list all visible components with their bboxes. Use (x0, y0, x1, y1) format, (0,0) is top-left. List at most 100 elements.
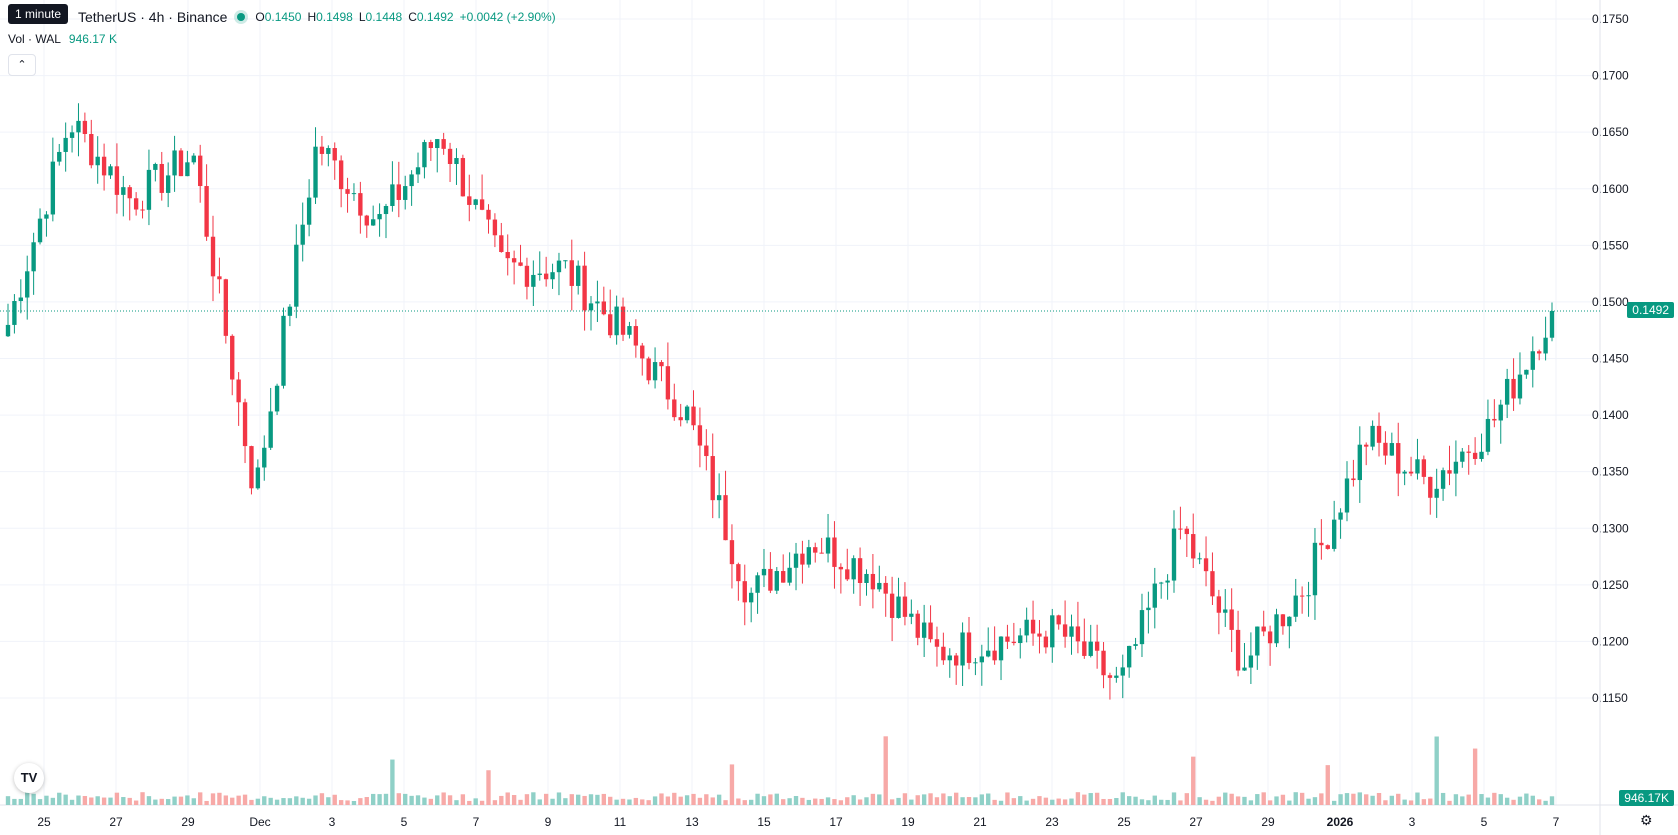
volume-bar (454, 800, 459, 805)
candle-body (857, 558, 863, 583)
candle-body (665, 366, 671, 400)
volume-bar (992, 799, 997, 805)
volume-bar (665, 796, 671, 805)
candle-body (1383, 442, 1388, 456)
candle-body (1075, 626, 1081, 642)
volume-bar (1479, 794, 1484, 805)
candle-body (716, 495, 722, 501)
candle-body (230, 335, 235, 380)
x-tick-label: 3 (329, 815, 336, 829)
candle-body (806, 547, 812, 565)
candle-body (37, 218, 43, 243)
candle-body (1171, 528, 1177, 581)
volume-bar (358, 798, 363, 805)
candle-body (742, 581, 747, 603)
volume-bar (1312, 797, 1318, 805)
candle-body (1447, 470, 1452, 474)
volume-bar (409, 795, 414, 805)
candle-body (800, 553, 805, 565)
candle-body (1024, 619, 1029, 636)
candle-body (377, 214, 382, 220)
volume-bar (1203, 799, 1209, 805)
volume-bar (1101, 798, 1106, 805)
candle-body (947, 655, 952, 661)
candle-body (428, 142, 434, 149)
volume-bar (133, 800, 139, 805)
volume-bar (761, 796, 767, 805)
candle-body (306, 197, 312, 225)
candle-body (877, 582, 882, 590)
volume-bar (198, 792, 203, 805)
candle-body (870, 573, 876, 590)
volume-bar (1428, 798, 1433, 805)
volume-bar (82, 795, 88, 805)
candle-body (294, 244, 299, 307)
x-tick-label: 5 (1481, 815, 1488, 829)
volume-bar (851, 795, 856, 805)
volume-bar (896, 797, 901, 805)
x-tick-label: 25 (37, 815, 51, 829)
volume-bar (140, 792, 145, 805)
volume-bar (806, 799, 812, 805)
candle-body (255, 467, 261, 489)
candle-body (1203, 558, 1209, 572)
volume-bar (1492, 792, 1497, 805)
volume-bar (1498, 794, 1503, 805)
candle-body (1280, 614, 1286, 627)
volume-bar (1120, 792, 1125, 805)
candle-body (543, 273, 549, 280)
volume-bar (633, 797, 639, 805)
candle-body (1062, 624, 1068, 637)
volume-bar (902, 793, 908, 805)
candle-body (1159, 582, 1164, 584)
volume-bar (1351, 793, 1356, 805)
candle-body (915, 613, 920, 638)
volume-value-tag: 946.17K (1619, 790, 1674, 806)
volume-bar (57, 792, 62, 805)
volume-bar (1133, 796, 1138, 805)
candle-body (1107, 675, 1113, 678)
volume-bar (1287, 800, 1292, 805)
candle-body (1248, 655, 1254, 668)
tradingview-logo[interactable]: TV (14, 763, 44, 793)
candle-body (723, 495, 728, 541)
x-tick-label: 13 (685, 815, 699, 829)
candle-body (1139, 610, 1145, 645)
candle-body (210, 236, 216, 277)
settings-gear-icon[interactable]: ⚙ (1640, 812, 1653, 828)
volume-legend: Vol · WAL 946.17 K (8, 32, 117, 46)
candle-body (486, 209, 491, 220)
candle-body (928, 622, 933, 640)
volume-bar (1396, 793, 1401, 805)
volume-bar (915, 795, 920, 805)
volume-bar (608, 796, 613, 805)
collapse-legend-button[interactable]: ⌃ (8, 54, 36, 76)
ohlc-low: L0.1448 (358, 10, 403, 24)
volume-bar (1472, 748, 1478, 805)
candle-body (76, 120, 81, 133)
volume-bar (1178, 800, 1183, 805)
volume-bar (178, 796, 184, 805)
candle-body (69, 132, 75, 138)
candle-body (1223, 609, 1228, 613)
symbol-title[interactable]: TetherUS · 4h · Binance (78, 9, 228, 25)
candle-body (787, 567, 792, 583)
volume-bar (390, 759, 395, 805)
volume-bar (1255, 794, 1260, 805)
volume-bar (1293, 792, 1298, 805)
volume-bar (332, 794, 337, 805)
candle-body (569, 260, 574, 286)
candle-body (121, 187, 126, 195)
price-change: +0.0042 (+2.90%) (459, 10, 556, 24)
candle-body (883, 582, 888, 594)
volume-bar (518, 799, 523, 805)
volume-bar (447, 795, 453, 805)
candle-body (1460, 451, 1465, 462)
volume-bar (76, 795, 81, 805)
candle-body (1184, 528, 1189, 535)
volume-bar (1543, 800, 1548, 805)
volume-bar (1460, 796, 1465, 805)
candle-body (1043, 636, 1049, 648)
volume-bar (1402, 799, 1407, 805)
